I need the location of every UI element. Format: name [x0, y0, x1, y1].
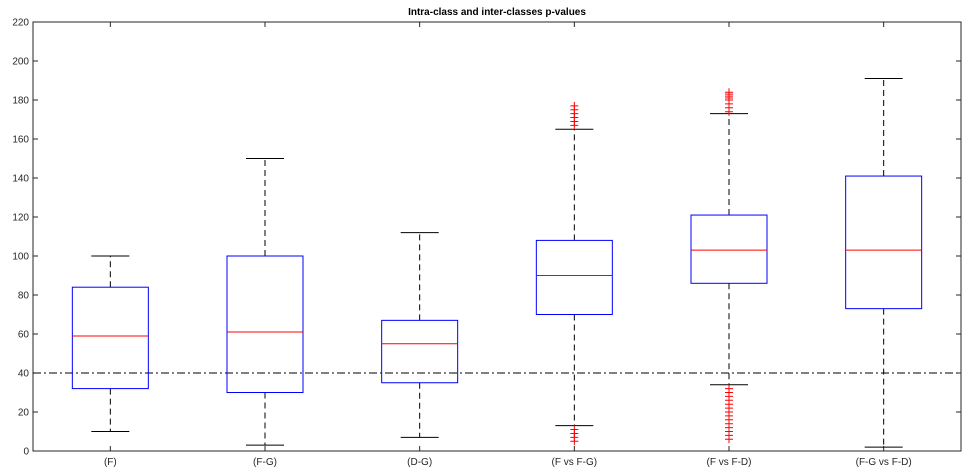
x-tick-label: (F-G vs F-D)	[856, 457, 912, 468]
plot-frame	[32, 21, 962, 452]
outlier-marker	[570, 425, 579, 434]
box-iqr	[226, 255, 304, 393]
y-tick-label: 180	[12, 96, 29, 107]
y-tick-label: 100	[12, 252, 29, 263]
x-tick-label: (F vs F-G)	[552, 457, 598, 468]
outlier-marker	[570, 101, 579, 110]
box-iqr	[845, 175, 923, 310]
box-group	[381, 232, 459, 438]
y-tick-label: 0	[23, 447, 29, 458]
outlier-marker	[725, 384, 733, 393]
box-group	[71, 255, 149, 432]
x-tick-label: (F)	[104, 457, 117, 468]
box-iqr	[71, 286, 149, 390]
y-tick-label: 160	[12, 135, 29, 146]
y-tick-label: 20	[18, 408, 30, 419]
box-iqr	[535, 239, 613, 315]
y-tick-label: 200	[12, 57, 29, 68]
box-group	[690, 88, 768, 444]
chart-title: Intra-class and inter-classes p-values	[408, 7, 586, 18]
y-tick-label: 80	[18, 291, 30, 302]
y-tick-label: 120	[12, 213, 29, 224]
box-group	[226, 158, 304, 446]
y-tick-label: 220	[12, 18, 29, 29]
box-group	[535, 101, 613, 446]
y-tick-label: 40	[18, 369, 30, 380]
box-iqr	[690, 214, 768, 284]
x-tick-label: (F vs F-D)	[707, 457, 752, 468]
x-tick-label: (D-G)	[407, 457, 432, 468]
box-group	[845, 78, 923, 448]
plot-area: 0 20 40 60 80 100 120 140 160 180 200 220 (F) (F-G) (D…	[12, 18, 962, 468]
x-tick-label: (F-G)	[253, 457, 277, 468]
box-iqr	[381, 319, 459, 384]
y-tick-label: 140	[12, 174, 29, 185]
outlier-marker	[725, 88, 733, 97]
y-tick-label: 60	[18, 330, 30, 341]
